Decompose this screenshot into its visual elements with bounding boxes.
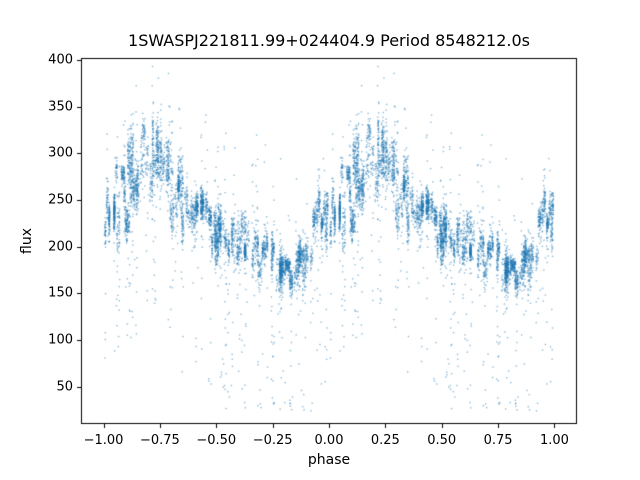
y-tick-label: 350 [48, 99, 73, 115]
y-tick-label: 300 [48, 145, 73, 161]
chart-title: 1SWASPJ221811.99+024404.9 Period 8548212… [128, 31, 530, 50]
x-tick-label: −0.50 [196, 433, 237, 448]
y-tick-label: 100 [48, 332, 73, 348]
x-tick-label: 0.50 [427, 433, 457, 448]
x-tick-label: −0.75 [139, 433, 180, 448]
y-tick-label: 400 [48, 52, 73, 68]
y-tick-label: 250 [48, 192, 73, 208]
x-tick-label: 0.75 [483, 433, 513, 448]
x-tick-label: −1.00 [83, 433, 124, 448]
x-tick-label: 0.00 [314, 433, 344, 448]
y-tick-label: 200 [48, 239, 73, 255]
x-tick-label: −0.25 [252, 433, 293, 448]
x-axis-label: phase [307, 452, 351, 468]
y-tick-label: 150 [48, 285, 73, 301]
x-tick-label: 0.25 [370, 433, 400, 448]
y-tick-label: 50 [56, 379, 73, 395]
x-tick-label: 1.00 [539, 433, 569, 448]
